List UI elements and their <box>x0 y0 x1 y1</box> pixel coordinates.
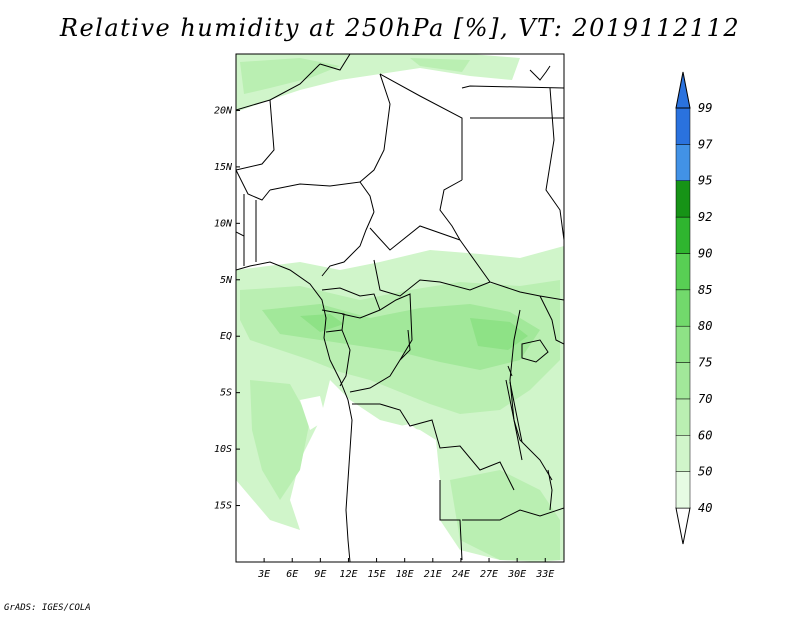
colorbar-level-label: 92 <box>698 210 712 224</box>
lon-tick-label: 21E <box>424 569 442 580</box>
lake-tanganyika <box>505 379 523 461</box>
colorbar-swatch <box>675 253 691 291</box>
lon-tick-label: 3E <box>257 569 270 580</box>
colorbar-level-label: 99 <box>698 101 712 115</box>
border-cameroon-south <box>321 287 381 311</box>
colorbar-swatch <box>675 471 691 509</box>
lon-tick-label: 9E <box>314 569 326 580</box>
longitude-ticks: 3E 6E 9E 12E 15E 18E 21E 24E 27E 30E 33E <box>257 558 554 580</box>
border-drc-angola <box>352 403 515 491</box>
colorbar-swatch <box>675 435 691 472</box>
lake-kivu <box>507 365 513 377</box>
grads-credit: GrADS: IGES/COLA <box>4 603 91 613</box>
lat-tick-label: 5S <box>220 388 232 399</box>
coastline-west <box>236 261 353 562</box>
latitude-ticks: 20N 15N 10N 5N EQ 5S 10S 15S <box>214 105 240 512</box>
border-drc-congo <box>341 293 413 393</box>
lon-tick-label: 30E <box>507 569 526 580</box>
colorbar-swatch <box>675 144 691 181</box>
lon-tick-label: 12E <box>339 569 357 580</box>
red-sea-coast <box>529 65 551 81</box>
map-frame <box>235 53 565 563</box>
humidity-region-south-east <box>450 470 560 560</box>
colorbar-swatch <box>675 216 691 254</box>
country-borders <box>236 54 564 562</box>
border-niger-nigeria <box>269 181 375 213</box>
river-congo <box>399 329 411 361</box>
humidity-region-south-west <box>250 380 310 500</box>
colorbar-level-label: 70 <box>698 392 712 406</box>
lat-tick-label: 20N <box>214 105 233 116</box>
lon-tick-label: 15E <box>368 569 386 580</box>
colorbar-lower-arrow <box>675 507 691 545</box>
colorbar-level-label: 97 <box>698 137 713 151</box>
colorbar-level-label: 60 <box>698 428 712 442</box>
lon-tick-label: 27E <box>480 569 498 580</box>
colorbar-swatch <box>675 289 691 327</box>
lon-tick-label: 33E <box>535 569 554 580</box>
lat-tick-label: 15N <box>214 162 233 173</box>
colorbar-swatch <box>675 362 691 400</box>
border-north-1 <box>319 54 351 71</box>
border-angola-zambia <box>439 480 463 561</box>
border-libya-egypt <box>461 85 564 89</box>
border-north-2 <box>236 63 321 111</box>
lon-tick-label: 18E <box>396 569 414 580</box>
colorbar-level-label: 80 <box>698 319 712 333</box>
colorbar: 40 50 60 70 75 80 85 90 92 95 97 99 <box>675 71 713 545</box>
colorbar-level-label: 90 <box>698 246 712 260</box>
border-libya-chad <box>379 73 463 180</box>
border-nigeria-cameroon <box>321 211 375 277</box>
border-sudan-southsudan <box>459 239 564 301</box>
lake-malawi <box>547 469 553 511</box>
humidity-region-core-west <box>300 314 344 332</box>
border-algeria-libya <box>359 73 391 183</box>
lon-tick-label: 24E <box>452 569 470 580</box>
lat-tick-label: 10S <box>214 444 232 455</box>
colorbar-level-label: 95 <box>698 174 712 188</box>
border-mali <box>236 99 275 171</box>
colorbar-swatch <box>675 180 691 218</box>
border-car-south <box>373 259 491 297</box>
border-gabon <box>321 309 345 333</box>
lat-tick-label: EQ <box>220 331 232 342</box>
humidity-region-north-inner-2 <box>410 58 470 72</box>
colorbar-upper-arrow <box>675 71 691 109</box>
lake-victoria <box>521 339 549 363</box>
colorbar-level-label: 75 <box>698 356 712 370</box>
humidity-field <box>236 54 564 562</box>
border-zambia-south <box>462 507 564 521</box>
map-title: Relative humidity at 250hPa [%], VT: 201… <box>59 14 741 42</box>
colorbar-level-label: 50 <box>698 465 712 479</box>
colorbar-level-label: 40 <box>698 501 712 515</box>
lon-tick-label: 6E <box>286 569 298 580</box>
border-sudan-east <box>545 87 564 241</box>
humidity-dry-patch-2 <box>300 396 326 430</box>
lat-tick-label: 5N <box>220 275 233 286</box>
humidity-dry-patch <box>378 424 430 476</box>
colorbar-swatch <box>675 107 691 145</box>
lat-tick-label: 10N <box>214 218 233 229</box>
colorbar-level-label: 85 <box>698 283 712 297</box>
colorbar-swatch <box>675 398 691 436</box>
border-burkina <box>236 169 271 201</box>
border-chad-sudan <box>439 179 463 241</box>
humidity-region-north-inner <box>240 58 340 94</box>
border-gabon-congo <box>339 329 351 387</box>
border-uganda-kenya <box>539 295 564 345</box>
border-chad-car <box>369 225 461 251</box>
lat-tick-label: 15S <box>214 501 232 512</box>
border-liberia <box>236 231 245 262</box>
colorbar-swatch <box>675 325 691 363</box>
